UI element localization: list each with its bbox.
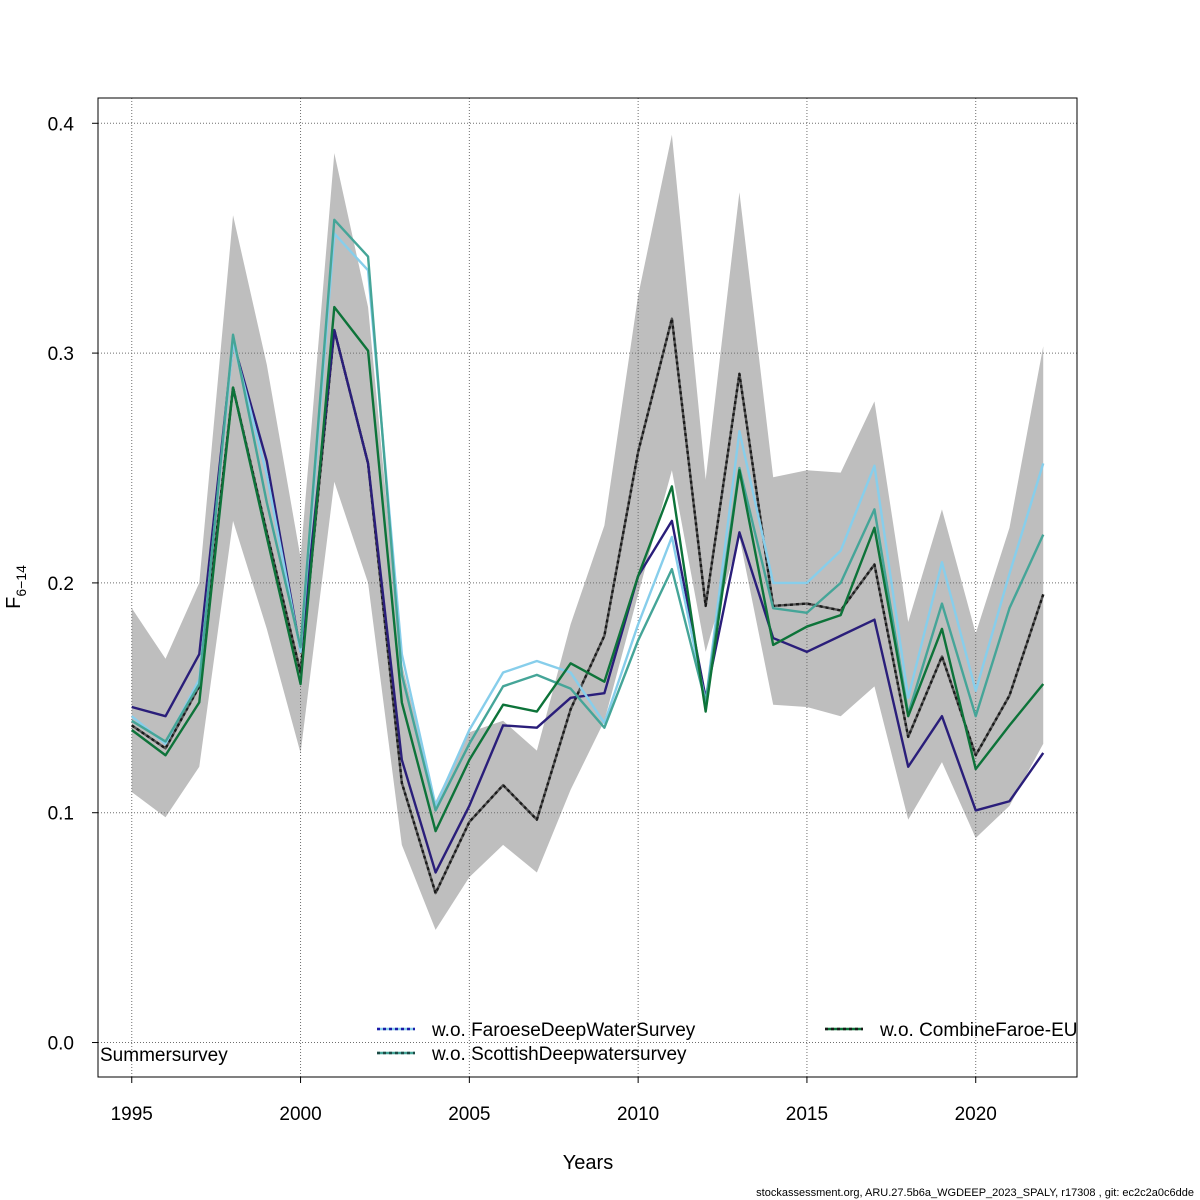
y-tick-label: 0.1 [48,804,74,825]
y-axis-title-main: F [3,597,25,609]
legend-label-3: w.o. CombineFaroe-EU [879,1020,1077,1041]
confidence-band-layer [131,134,1044,930]
gridlines [98,98,1077,1077]
y-axis-title-sub: 6−14 [13,565,29,597]
x-tick-label: 2020 [955,1104,997,1125]
series-line-2 [131,328,1045,874]
x-tick-label: 2015 [786,1104,828,1125]
y-tick-label: 0.0 [48,1034,74,1055]
x-axis-ticks: 1995 2000 2005 2010 2015 2020 [111,1077,997,1125]
y-tick-label: 0.2 [48,574,74,595]
x-tick-label: 2005 [448,1104,490,1125]
legend-partial-label: Summersurvey [100,1045,228,1066]
series-line-4 [131,218,1045,812]
y-tick-label: 0.4 [48,114,75,135]
x-tick-label: 1995 [111,1104,153,1125]
series-layer [130,218,1045,895]
legend: Summersurvey w.o. FaroeseDeepWaterSurvey… [100,1020,1077,1066]
x-tick-label: 2000 [279,1104,321,1125]
legend-label-2: w.o. ScottishDeepwatersurvey [431,1044,687,1065]
x-tick-label: 2010 [617,1104,659,1125]
series-line-3 [130,232,1045,808]
y-axis-title: F6−14 [3,565,29,609]
series-line-5 [131,305,1045,833]
plot-frame [97,97,1078,1078]
confidence-band [131,134,1044,930]
legend-label-1: w.o. FaroeseDeepWaterSurvey [431,1020,696,1041]
footer-text: stockassessment.org, ARU.27.5b6a_WGDEEP_… [756,1187,1194,1199]
series-line-1 [131,317,1045,895]
x-axis-title: Years [563,1152,613,1174]
y-axis-ticks: 0.0 0.1 0.2 0.3 0.4 [48,114,98,1055]
y-tick-label: 0.3 [48,344,74,365]
